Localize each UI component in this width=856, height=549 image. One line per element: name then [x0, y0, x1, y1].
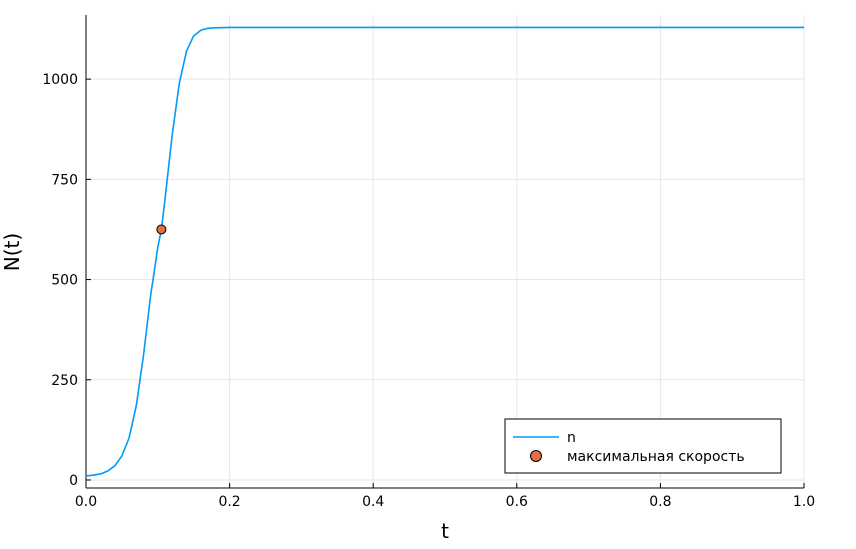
- y-tick-label: 500: [51, 273, 78, 289]
- legend-box: [504, 418, 782, 474]
- series-line-n: [85, 26, 804, 477]
- legend-entry-label: максимальная скорость: [567, 449, 745, 465]
- x-tick-label: 0.0: [75, 494, 97, 510]
- y-tick-label: 0: [69, 473, 78, 489]
- x-tick-label: 0.2: [218, 494, 240, 510]
- plot-area: [85, 26, 804, 477]
- grid: [85, 15, 805, 488]
- x-tick-label: 0.8: [649, 494, 671, 510]
- legend-marker-swatch: [530, 450, 542, 462]
- x-tick-label: 0.4: [362, 494, 384, 510]
- ticks: 0.0 0.2 0.4 0.6 0.8 1.0 0 250 500 750 1000: [42, 72, 815, 510]
- y-axis-label: N(t): [0, 233, 24, 271]
- y-tick-label: 250: [51, 373, 78, 389]
- x-tick-label: 0.6: [506, 494, 528, 510]
- x-axis-label: t: [441, 519, 449, 543]
- x-tick-label: 1.0: [793, 494, 815, 510]
- scatter-point-max-speed: [156, 224, 167, 235]
- legend: n максимальная скорость: [504, 418, 782, 474]
- y-tick-label: 1000: [42, 72, 78, 88]
- axes: [85, 15, 804, 489]
- legend-entry-label: n: [567, 430, 576, 446]
- y-tick-label: 750: [51, 172, 78, 188]
